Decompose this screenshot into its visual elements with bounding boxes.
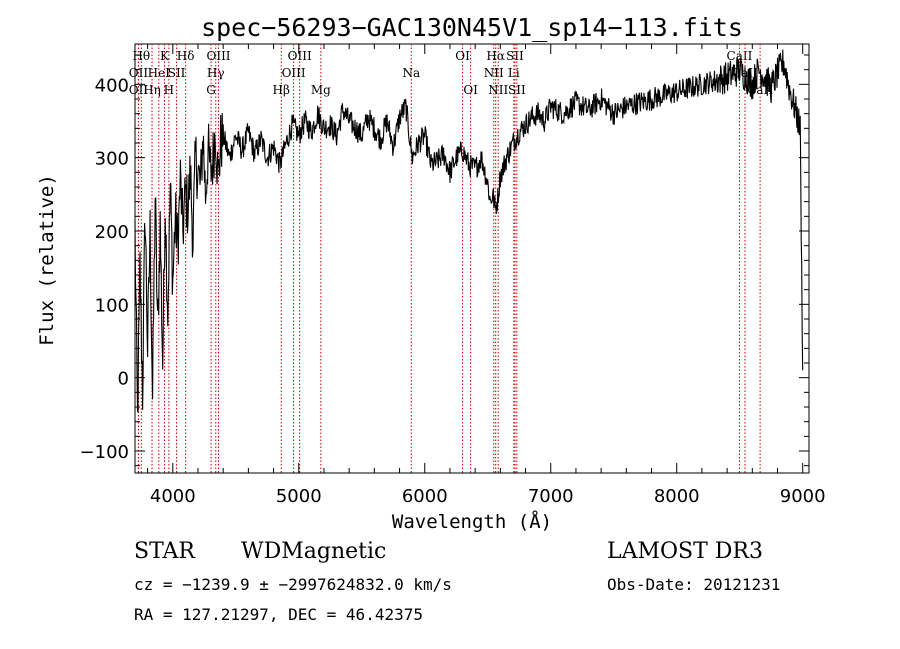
y-axis-label: Flux (relative) (36, 174, 58, 346)
line-marker-label: OIII (288, 49, 312, 63)
line-marker-label: Na (402, 66, 420, 80)
coordinates: RA = 127.21297, DEC = 46.42375 (134, 605, 423, 624)
line-marker-label: SII (168, 66, 186, 80)
y-tick-label: 200 (95, 222, 129, 243)
line-marker-label: NII (484, 66, 504, 80)
redshift-value: cz = −1239.9 ± −2997624832.0 km/s (134, 575, 452, 594)
x-tick-label: 7000 (528, 486, 574, 507)
line-marker-label: K (160, 49, 170, 63)
line-marker-label: H (164, 83, 174, 97)
line-marker-label: Hα (486, 49, 505, 63)
y-tick-label: −100 (80, 442, 129, 463)
object-subclass: WDMagnetic (241, 539, 387, 564)
line-marker-label: CaII (727, 49, 753, 63)
line-marker-label: Hβ (273, 83, 290, 97)
plot-frame (134, 43, 810, 474)
line-marker-label: Mg (311, 83, 331, 97)
y-tick-label: 300 (95, 149, 129, 170)
y-tick-label: 100 (95, 295, 129, 316)
x-tick-label: 4000 (150, 486, 196, 507)
line-marker-label: Hη (143, 83, 161, 97)
y-tick-label: 400 (95, 75, 129, 96)
object-class: STAR (134, 539, 195, 564)
line-marker-label: OIII (282, 66, 306, 80)
chart-title: spec−56293−GAC130N45V1_sp14−113.fits (201, 13, 743, 42)
y-tick-label: 0 (118, 369, 129, 390)
line-marker-label: G (206, 83, 216, 97)
spectral-line-markers: HθOIIOIIHηHeIKHSIIHδGHγOIIIHβOIIIOIIIMgN… (129, 44, 773, 473)
x-tick-label: 9000 (780, 486, 826, 507)
line-marker-label: Hθ (132, 49, 150, 63)
line-marker-label: NII (488, 83, 508, 97)
line-marker-label: Li (508, 66, 520, 80)
observation-date: Obs-Date: 20121231 (607, 575, 781, 594)
axis-ticks: 4000 5000 6000 7000 8000 9000 −100 0 100 200 300 40… (80, 44, 826, 507)
line-marker-label: OIII (206, 49, 230, 63)
line-marker-label: SII (506, 49, 524, 63)
x-axis-label: Wavelength (Å) (392, 510, 552, 533)
x-tick-label: 5000 (276, 486, 322, 507)
line-marker-label: OI (455, 49, 470, 63)
x-tick-label: 8000 (654, 486, 700, 507)
line-marker-label: Hδ (177, 49, 195, 63)
line-marker-label: SII (508, 83, 526, 97)
survey-name: LAMOST DR3 (607, 539, 763, 564)
flux-series-line (134, 49, 804, 413)
line-marker-label: OII (129, 83, 149, 97)
line-marker-label: Hγ (207, 66, 225, 80)
x-tick-label: 6000 (402, 486, 448, 507)
line-marker-label: OI (463, 83, 478, 97)
